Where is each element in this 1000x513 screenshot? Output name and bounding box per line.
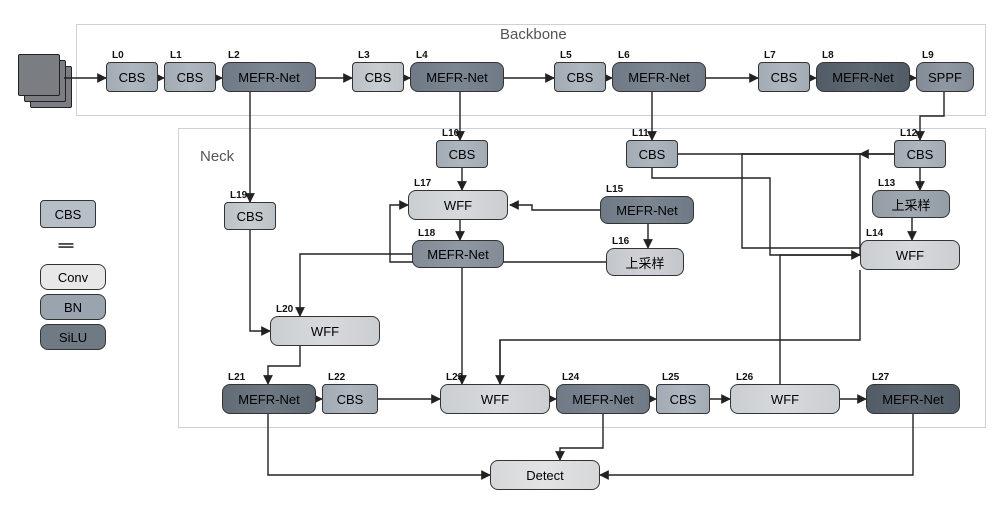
edge-18 <box>250 230 270 331</box>
node-label-L21: L21 <box>228 372 245 383</box>
node-label-L10: L10 <box>442 128 459 139</box>
node-L21: MEFR-Net <box>222 384 316 414</box>
edge-19 <box>510 205 600 210</box>
node-label-L17: L17 <box>414 178 431 189</box>
node-L25: CBS <box>656 384 710 414</box>
node-L20: WFF <box>270 316 380 346</box>
node-L8: MEFR-Net <box>816 62 910 92</box>
node-L7: CBS <box>758 62 810 92</box>
node-L23: WFF <box>440 384 550 414</box>
edge-39 <box>500 270 860 384</box>
node-label-L19: L19 <box>230 190 247 201</box>
node-label-L16: L16 <box>612 236 629 247</box>
node-label-L12: L12 <box>900 128 917 139</box>
node-label-L22: L22 <box>328 372 345 383</box>
node-label-L11: L11 <box>632 128 649 139</box>
node-label-L27: L27 <box>872 372 889 383</box>
node-label-L15: L15 <box>606 184 623 195</box>
node-L17: WFF <box>408 190 508 220</box>
edge-22 <box>678 154 860 255</box>
node-L13: 上采样 <box>872 190 950 218</box>
node-L9: SPPF <box>916 62 974 92</box>
node-label-L7: L7 <box>764 50 776 61</box>
node-L12: CBS <box>894 140 946 168</box>
node-L10: CBS <box>436 140 488 168</box>
node-L22: CBS <box>322 384 378 414</box>
node-L3: CBS <box>352 62 404 92</box>
node-label-L0: L0 <box>112 50 124 61</box>
node-L1: CBS <box>164 62 216 92</box>
node-label-L18: L18 <box>418 228 435 239</box>
node-label-L13: L13 <box>878 178 895 189</box>
edge-38 <box>600 414 913 475</box>
node-L18: MEFR-Net <box>412 240 504 268</box>
node-label-L8: L8 <box>822 50 834 61</box>
node-L0: CBS <box>106 62 158 92</box>
node-DET: Detect <box>490 460 600 490</box>
node-label-L1: L1 <box>170 50 182 61</box>
node-label-L23: L23 <box>446 372 463 383</box>
node-L24: MEFR-Net <box>556 384 650 414</box>
node-label-L3: L3 <box>358 50 370 61</box>
node-L4: MEFR-Net <box>410 62 504 92</box>
node-L14: WFF <box>860 240 960 270</box>
node-L11: CBS <box>626 140 678 168</box>
node-label-L26: L26 <box>736 372 753 383</box>
edge-27 <box>268 346 300 384</box>
node-L6: MEFR-Net <box>612 62 706 92</box>
node-label-L5: L5 <box>560 50 572 61</box>
node-L16: 上采样 <box>606 248 684 276</box>
node-label-L25: L25 <box>662 372 679 383</box>
node-label-L2: L2 <box>228 50 240 61</box>
node-L19: CBS <box>224 202 276 230</box>
node-label-L24: L24 <box>562 372 579 383</box>
edge-36 <box>268 414 490 475</box>
node-label-L14: L14 <box>866 228 883 239</box>
node-L26: WFF <box>730 384 840 414</box>
edge-25 <box>780 255 860 399</box>
node-label-L9: L9 <box>922 50 934 61</box>
node-label-L6: L6 <box>618 50 630 61</box>
node-label-L4: L4 <box>416 50 428 61</box>
edge-12 <box>920 92 944 140</box>
node-L15: MEFR-Net <box>600 196 694 224</box>
node-label-L20: L20 <box>276 304 293 315</box>
edge-26 <box>300 254 412 316</box>
node-L2: MEFR-Net <box>222 62 316 92</box>
edge-37 <box>560 414 603 460</box>
node-L5: CBS <box>554 62 606 92</box>
node-L27: MEFR-Net <box>866 384 960 414</box>
